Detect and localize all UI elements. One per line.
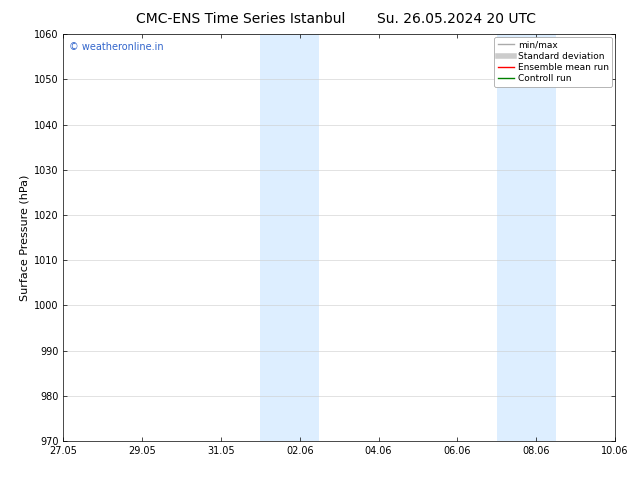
Text: © weatheronline.in: © weatheronline.in bbox=[69, 43, 164, 52]
Text: Su. 26.05.2024 20 UTC: Su. 26.05.2024 20 UTC bbox=[377, 12, 536, 26]
Legend: min/max, Standard deviation, Ensemble mean run, Controll run: min/max, Standard deviation, Ensemble me… bbox=[494, 37, 612, 87]
Bar bbox=[261, 34, 320, 441]
Text: CMC-ENS Time Series Istanbul: CMC-ENS Time Series Istanbul bbox=[136, 12, 346, 26]
Y-axis label: Surface Pressure (hPa): Surface Pressure (hPa) bbox=[20, 174, 30, 301]
Bar bbox=[497, 34, 556, 441]
